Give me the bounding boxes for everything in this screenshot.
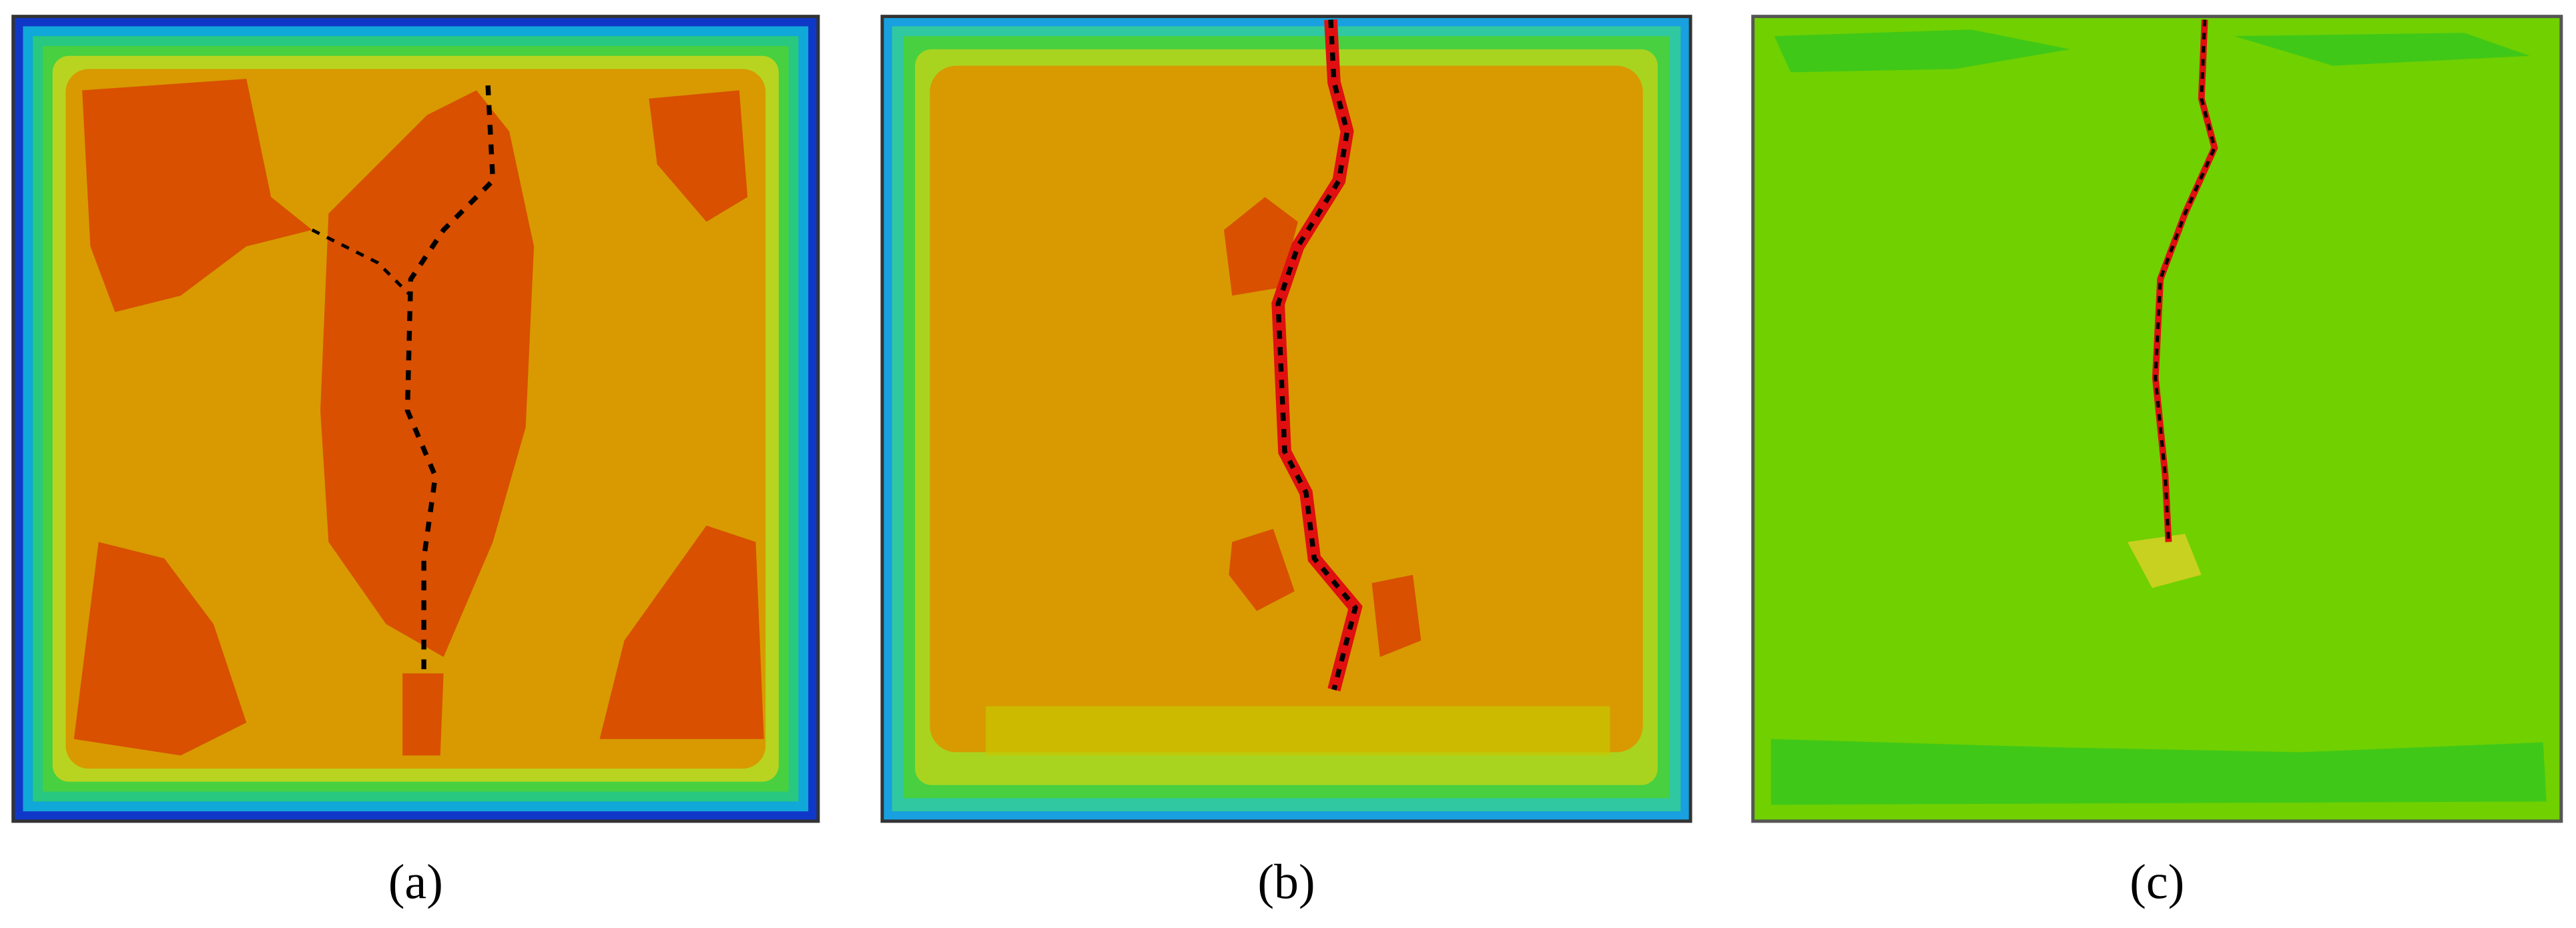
panel-label: (a)	[388, 854, 443, 909]
panel-b	[880, 15, 1692, 823]
panel-label: (c)	[2130, 854, 2184, 909]
panel-c	[1751, 15, 2563, 823]
panel-label: (b)	[1257, 854, 1315, 909]
panel-a	[11, 15, 820, 823]
